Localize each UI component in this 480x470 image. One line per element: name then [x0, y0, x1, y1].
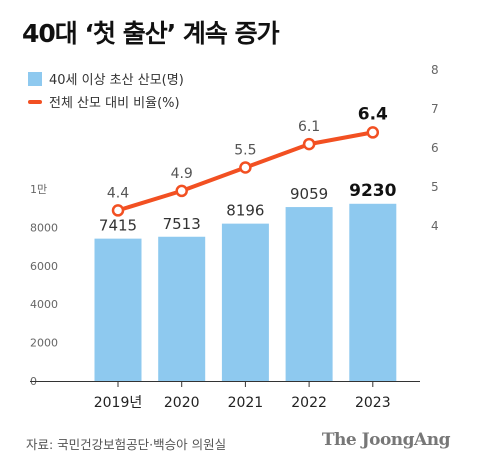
left-axis-tick: 2000	[30, 337, 58, 350]
right-axis-tick: 8	[431, 63, 439, 77]
line-value-label: 4.9	[171, 166, 193, 182]
line-point	[111, 204, 125, 217]
left-axis-tick: 6000	[30, 260, 58, 273]
legend-item-bar: 40세 이상 초산 산모(명)	[28, 69, 184, 88]
legend-item-line: 전체 산모 대비 비율(%)	[28, 92, 180, 111]
bar	[221, 223, 269, 381]
x-tick-label: 2023	[355, 395, 391, 411]
left-axis-tick: 1만	[30, 183, 47, 196]
x-tick-label: 2022	[291, 395, 327, 411]
right-axis-tick: 7	[431, 102, 439, 116]
legend-swatch-bar	[28, 71, 42, 86]
line-point	[239, 161, 252, 174]
source-note: 자료: 국민건강보험공단·백승아 의원실	[26, 437, 227, 452]
bar-value-label: 9059	[290, 185, 328, 203]
x-tick-label: 2021	[228, 395, 264, 411]
legend-label-line: 전체 산모 대비 비율(%)	[49, 96, 180, 111]
left-axis-tick: 8000	[30, 221, 58, 234]
line-value-label: 6.4	[358, 104, 388, 124]
line-value-label: 6.1	[298, 119, 320, 135]
bar	[158, 236, 206, 381]
bar	[94, 238, 142, 381]
publisher-logo: The JoongAng	[321, 430, 451, 450]
right-axis-tick: 5	[431, 180, 439, 194]
legend-label-bar: 40세 이상 초산 산모(명)	[49, 73, 184, 88]
bar	[349, 203, 397, 381]
bar-value-label: 7513	[163, 215, 201, 233]
bar-value-label: 7415	[99, 217, 137, 235]
line-value-label: 4.4	[107, 185, 129, 201]
bar-value-label: 8196	[226, 202, 264, 220]
line-point	[366, 126, 380, 139]
line-point	[175, 184, 188, 198]
line-value-label: 5.5	[234, 143, 256, 159]
left-axis-tick: 4000	[30, 298, 58, 311]
right-axis-tick: 6	[431, 141, 439, 155]
right-axis-tick: 4	[431, 219, 439, 233]
chart-title: 40대 ‘첫 출산’ 계속 증가	[22, 19, 280, 48]
bar	[285, 207, 333, 381]
x-tick-label: 2019년	[94, 395, 143, 411]
line-point	[302, 137, 316, 151]
x-tick-label: 2020	[164, 395, 200, 411]
bar-value-label: 9230	[349, 181, 396, 201]
legend-swatch-line	[28, 99, 42, 104]
